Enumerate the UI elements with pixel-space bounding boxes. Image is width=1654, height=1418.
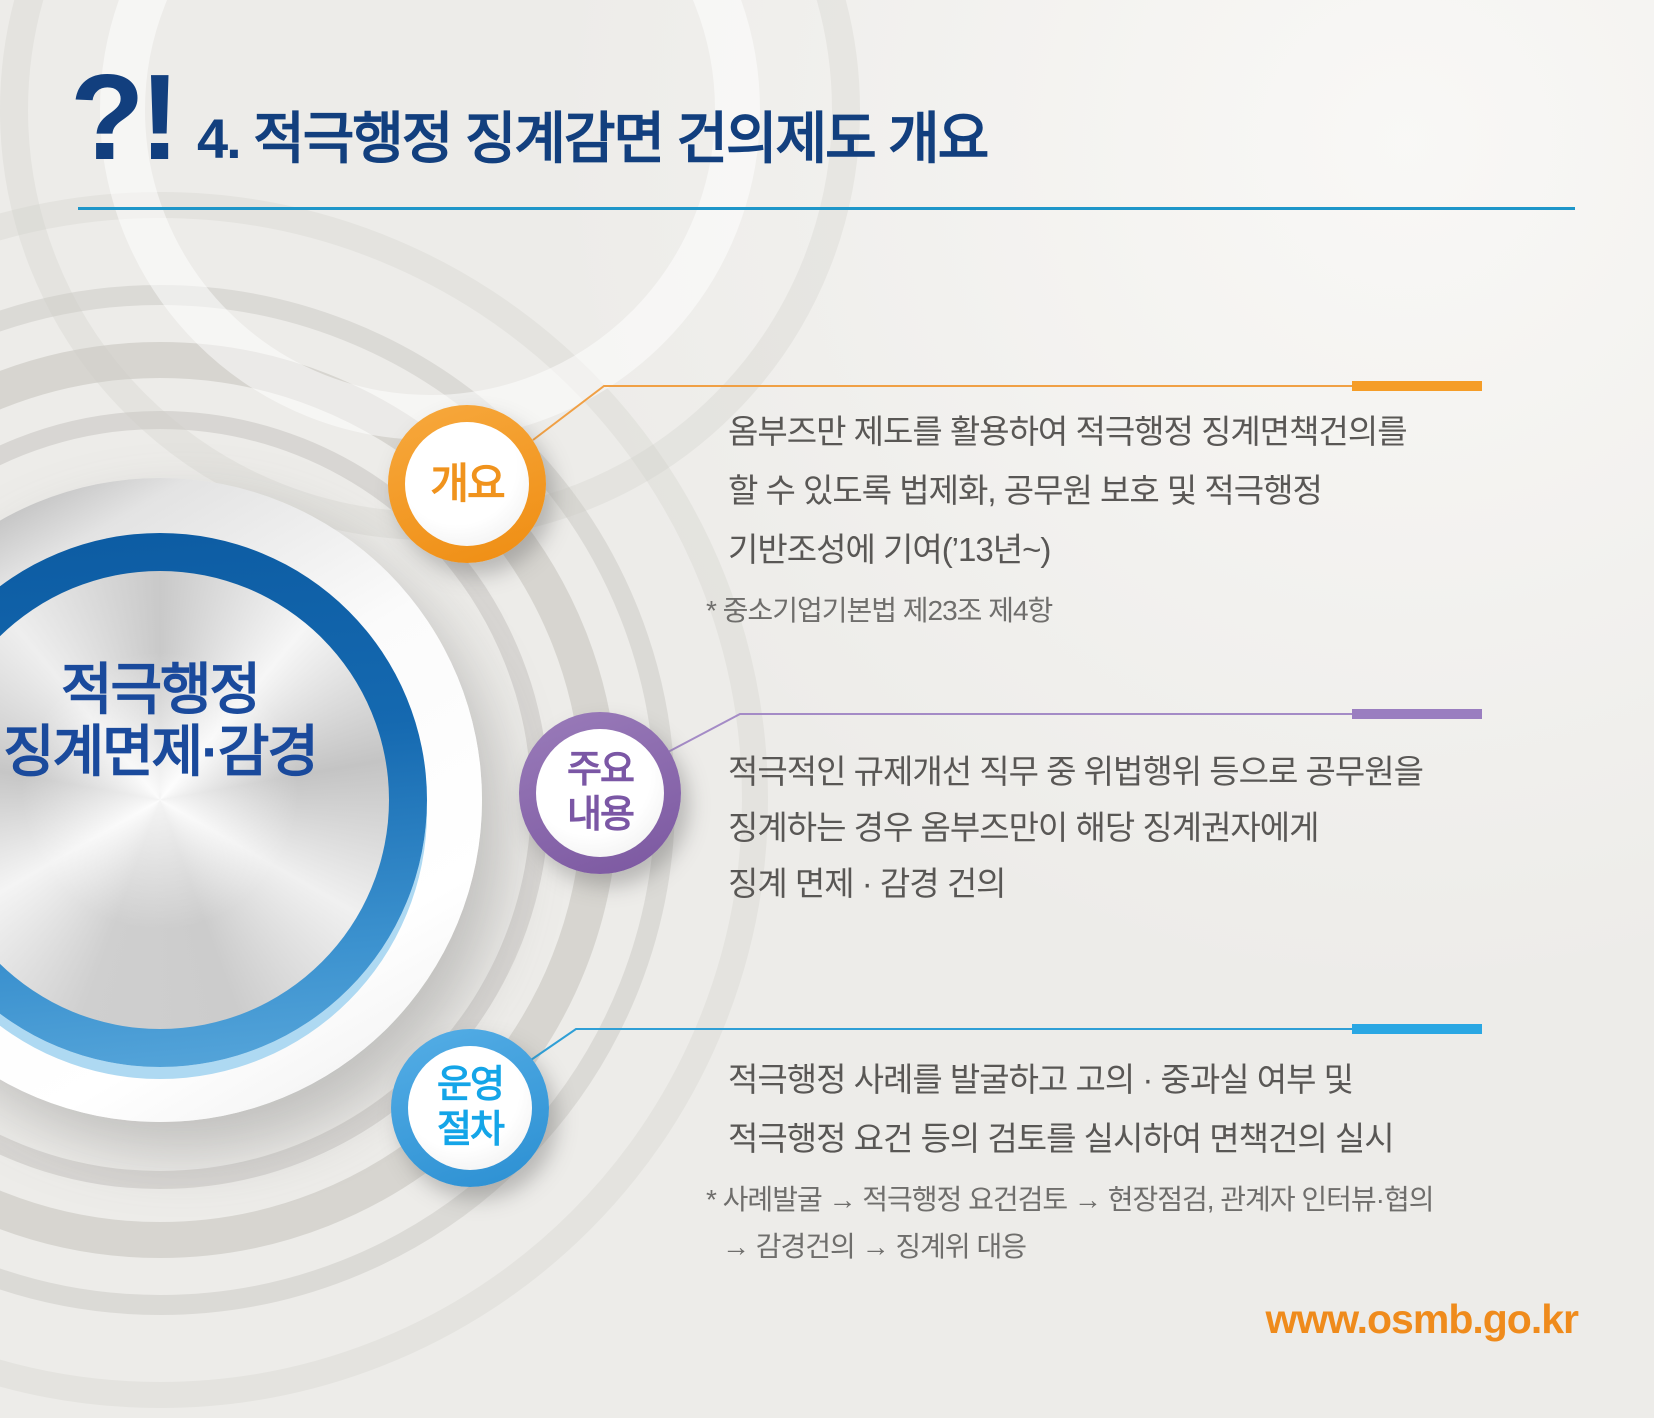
badge-main-content-label-line1: 주요 [567,749,635,791]
website-url[interactable]: www.osmb.go.kr [1265,1296,1579,1342]
badge-overview: 개요 [388,405,546,563]
procedure-footnote: → 감경건의 → 징계위 대응 [722,1231,1027,1262]
connector-line-main-content [667,713,1482,753]
badge-main-content-face: 주요 내용 [536,729,664,857]
disc-metal-face: 적극행정 징계면제·감경 [0,571,389,1029]
disc-label: 적극행정 징계면제·감경 [0,659,389,783]
badge-main-content: 주요 내용 [519,712,681,874]
badge-main-content-label-line2: 내용 [567,794,635,836]
disc-blue-ring: 적극행정 징계면제·감경 [0,533,427,1067]
disc-label-line2: 징계면제·감경 [3,720,319,783]
procedure-line: 적극행정 요건 등의 검토를 실시하여 면책건의 실시 [728,1120,1395,1157]
accent-bar-procedure [1352,1024,1482,1034]
section-procedure-text: 적극행정 사례를 발굴하고 고의 · 중과실 여부 및 적극행정 요건 등의 검… [706,1050,1434,1270]
connector-line-overview [532,385,1482,441]
question-exclamation-icon: ?! [70,49,180,185]
connector-line-procedure [527,1028,1482,1063]
title-divider [78,207,1575,210]
section-overview-text: 옴부즈만 제도를 활용하여 적극행정 징계면책건의를 할 수 있도록 법제화, … [706,402,1408,634]
procedure-line: 적극행정 사례를 발굴하고 고의 · 중과실 여부 및 [728,1061,1354,1098]
badge-procedure: 운영 절차 [391,1029,549,1187]
procedure-footnote: * 사례발굴 → 적극행정 요건검토 → 현장점검, 관계자 인터뷰·협의 [706,1184,1434,1215]
accent-bar-main-content [1352,709,1482,719]
page-title: 4. 적극행정 징계감면 건의제도 개요 [197,107,989,170]
main-content-line: 적극적인 규제개선 직무 중 위법행위 등으로 공무원을 [728,753,1424,790]
badge-procedure-label-line2: 절차 [437,1109,505,1151]
badge-overview-label: 개요 [430,460,505,507]
overview-line: 기반조성에 기여(’13년~) [728,531,1051,568]
main-content-line: 징계하는 경우 옴부즈만이 해당 징계권자에게 [728,809,1320,846]
badge-overview-face: 개요 [405,422,529,546]
badge-procedure-label-line1: 운영 [437,1064,505,1106]
section-main-content-text: 적극적인 규제개선 직무 중 위법행위 등으로 공무원을 징계하는 경우 옴부즈… [728,744,1424,912]
accent-bar-overview [1352,381,1482,391]
disc-label-line1: 적극행정 [60,658,261,721]
overview-line: 할 수 있도록 법제화, 공무원 보호 및 적극행정 [728,472,1323,509]
overview-line: 옴부즈만 제도를 활용하여 적극행정 징계면책건의를 [728,413,1408,450]
main-content-line: 징계 면제 · 감경 건의 [728,865,1007,902]
badge-procedure-face: 운영 절차 [408,1046,532,1170]
overview-footnote: * 중소기업기본법 제23조 제4항 [706,595,1053,626]
